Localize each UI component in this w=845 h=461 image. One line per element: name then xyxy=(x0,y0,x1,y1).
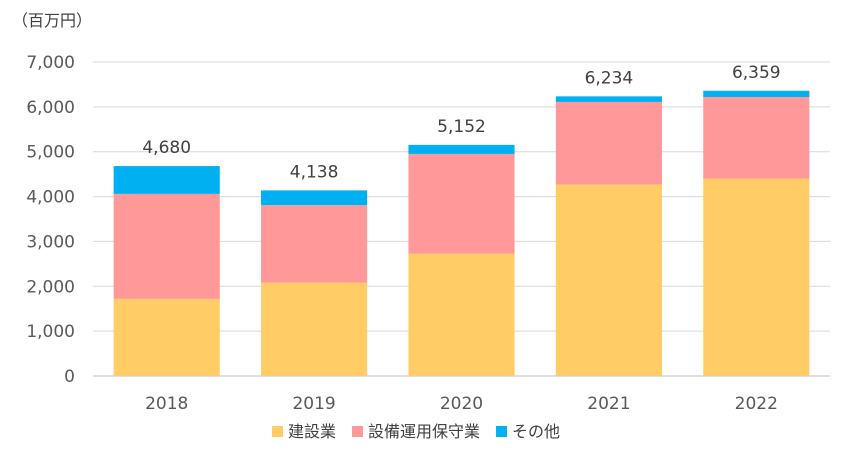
bar-segment xyxy=(703,178,810,376)
legend-swatch xyxy=(352,426,364,437)
y-tick-label: 5,000 xyxy=(26,143,75,163)
x-tick-label: 2020 xyxy=(440,394,483,414)
bar-segment xyxy=(113,193,220,299)
bar-segment xyxy=(113,298,220,376)
bar-segment xyxy=(555,184,662,376)
legend: 建設業 設備運用保守業 その他 xyxy=(272,422,560,441)
bar-segment xyxy=(113,166,220,194)
y-tick-label: 3,000 xyxy=(26,232,75,252)
legend-label: 設備運用保守業 xyxy=(368,422,480,441)
x-tick-label: 2022 xyxy=(735,394,778,414)
legend-swatch xyxy=(496,426,508,437)
legend-label: その他 xyxy=(512,422,560,441)
bar-segment xyxy=(261,190,368,206)
x-axis-ticks: 2018 2019 2020 2021 2022 xyxy=(145,394,778,414)
total-label: 6,359 xyxy=(732,63,781,83)
total-labels: 4,680 4,138 5,152 6,234 6,359 xyxy=(142,63,780,183)
y-tick-label: 4,000 xyxy=(26,188,75,208)
x-tick-label: 2019 xyxy=(292,394,335,414)
legend-label: 建設業 xyxy=(288,422,336,441)
total-label: 4,138 xyxy=(290,162,339,182)
bars xyxy=(113,90,810,376)
bar-segment xyxy=(408,253,515,376)
bar-segment xyxy=(555,101,662,185)
legend-swatch xyxy=(272,426,283,437)
total-label: 6,234 xyxy=(585,68,634,88)
bar-segment xyxy=(261,205,368,283)
unit-label: （百万円） xyxy=(12,11,92,30)
total-label: 5,152 xyxy=(437,117,486,137)
bar-segment xyxy=(261,282,368,376)
x-tick-label: 2018 xyxy=(145,394,188,414)
bar-segment xyxy=(703,96,810,179)
y-tick-label: 7,000 xyxy=(26,53,75,73)
y-tick-label: 2,000 xyxy=(26,277,75,297)
bar-segment xyxy=(408,153,515,254)
total-label: 4,680 xyxy=(142,138,191,158)
y-axis-ticks: 0 1,000 2,000 3,000 4,000 5,000 6,000 7,000 xyxy=(26,53,75,387)
x-tick-label: 2021 xyxy=(587,394,630,414)
bar-segment xyxy=(555,96,662,102)
y-tick-label: 1,000 xyxy=(26,322,75,342)
y-tick-label: 6,000 xyxy=(26,98,75,118)
bar-segment xyxy=(408,144,515,154)
y-tick-label: 0 xyxy=(64,367,75,387)
bar-segment xyxy=(703,90,810,97)
